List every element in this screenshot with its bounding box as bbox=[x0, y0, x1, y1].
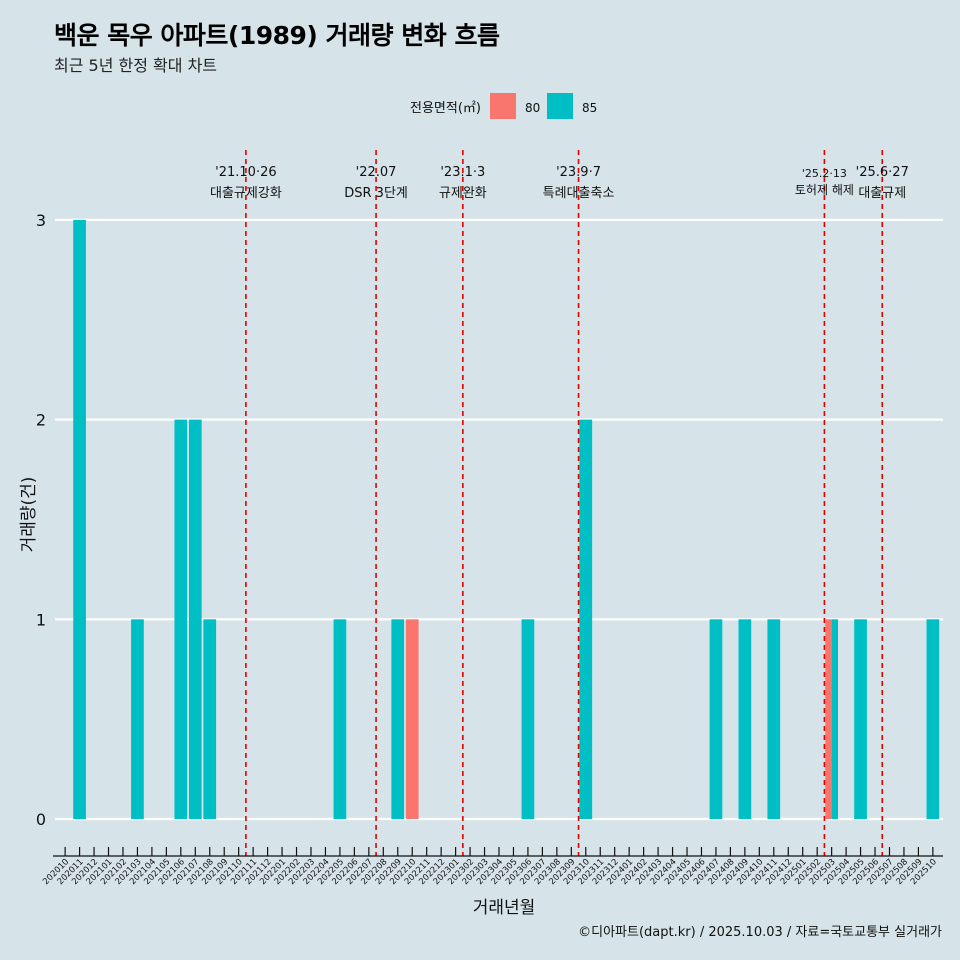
annotation-label: 대출규제 bbox=[858, 186, 906, 201]
y-axis-title: 거래량(건) bbox=[19, 477, 39, 553]
policy-lines bbox=[245, 150, 884, 856]
annotation-label: 대출규제강화 bbox=[210, 186, 282, 201]
bar-80-202503 bbox=[825, 619, 832, 820]
bar-85-202407 bbox=[709, 619, 723, 820]
annotation-label: 특례대출축소 bbox=[543, 186, 615, 201]
y-tick-label: 3 bbox=[36, 211, 46, 230]
x-axis: 2020102020112020122021012021022021032021… bbox=[41, 847, 943, 918]
bar-85-202103 bbox=[131, 619, 144, 820]
legend-label-85: 85 bbox=[582, 101, 597, 115]
bar-85-202209 bbox=[391, 619, 405, 820]
bar-85-202306 bbox=[521, 619, 535, 820]
grid-lines bbox=[55, 218, 943, 821]
annotation-date: '21.10·26 bbox=[215, 165, 276, 180]
annotation-label: 규제완화 bbox=[439, 186, 487, 201]
bar-85-202106 bbox=[174, 419, 188, 820]
annotation-date: '22.07 bbox=[356, 165, 397, 180]
bar-85-202505 bbox=[854, 619, 867, 820]
bar-80-202210 bbox=[405, 619, 419, 820]
annotation-date: '23.9·7 bbox=[556, 165, 601, 180]
x-axis-title: 거래년월 bbox=[473, 898, 536, 918]
legend-swatch-85 bbox=[547, 93, 573, 119]
legend: 전용면적(㎡) 80 85 bbox=[410, 93, 597, 119]
bar-85-202409 bbox=[738, 619, 752, 820]
annotation-date: '25.2·13 bbox=[802, 167, 847, 180]
y-axis: 0 1 2 3 거래량(건) bbox=[19, 211, 46, 829]
chart-subtitle: 최근 5년 한정 확대 차트 bbox=[54, 56, 218, 75]
source-caption: ©디아파트(dapt.kr) / 2025.10.03 / 자료=국토교통부 실… bbox=[578, 925, 942, 940]
annotation-date: '23.1·3 bbox=[440, 165, 485, 180]
policy-annotations: '21.10·26 대출규제강화 '22.07 DSR 3단계 '23.1·3 규제완화 '… bbox=[210, 165, 909, 201]
bar-85-202310 bbox=[579, 419, 593, 820]
bar-85-202107 bbox=[188, 419, 202, 820]
bar-85-202205 bbox=[333, 619, 347, 820]
legend-swatch-80 bbox=[490, 93, 516, 119]
bar-85-202503 bbox=[831, 619, 839, 820]
bar-85-202411 bbox=[767, 619, 781, 820]
annotation-date: '25.6·27 bbox=[856, 165, 909, 180]
bar-85-202510 bbox=[926, 619, 940, 820]
bar-85-202011 bbox=[73, 219, 86, 820]
annotation-label: DSR 3단계 bbox=[344, 186, 408, 201]
bars bbox=[73, 219, 940, 820]
legend-title: 전용면적(㎡) bbox=[410, 101, 481, 116]
chart-title: 백운 목우 아파트(1989) 거래량 변화 흐름 bbox=[54, 21, 500, 50]
legend-label-80: 80 bbox=[525, 101, 540, 115]
y-tick-label: 2 bbox=[36, 411, 46, 430]
y-tick-label: 0 bbox=[36, 810, 46, 829]
bar-85-202108 bbox=[203, 619, 217, 820]
y-tick-label: 1 bbox=[36, 610, 46, 629]
annotation-label: 토허제 해제 bbox=[795, 183, 854, 197]
